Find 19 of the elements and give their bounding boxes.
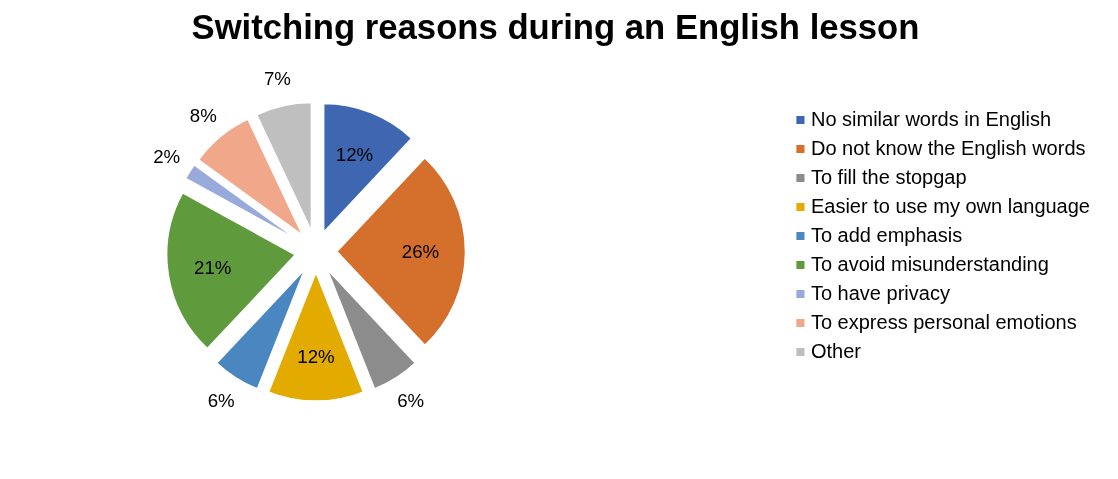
legend-label: To have privacy — [810, 281, 950, 305]
data-label: 8% — [189, 104, 217, 126]
data-label: 7% — [263, 68, 291, 90]
legend-label: To avoid misunderstanding — [810, 252, 1049, 276]
data-label: 6% — [397, 390, 425, 412]
legend-label: To express personal emotions — [810, 310, 1077, 334]
legend-label: To fill the stopgap — [810, 165, 967, 189]
legend-label: Other — [810, 339, 861, 363]
data-label: 6% — [207, 390, 235, 412]
data-label: 12% — [335, 143, 374, 165]
data-label: 2% — [153, 146, 181, 168]
data-label: 12% — [297, 345, 335, 367]
legend-label: Easier to use my own language — [810, 194, 1090, 218]
data-label: 21% — [194, 257, 232, 279]
chart-title: Switching reasons during an English lesson — [191, 7, 920, 46]
legend-label: No similar words in English — [810, 107, 1052, 131]
data-label: 26% — [401, 241, 440, 263]
legend-label: To add emphasis — [810, 223, 963, 247]
legend-label: Do not know the English words — [810, 136, 1086, 160]
